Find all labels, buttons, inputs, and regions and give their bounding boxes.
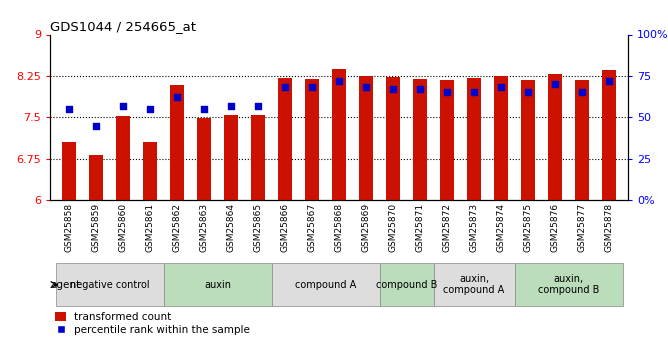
Text: auxin: auxin bbox=[204, 280, 231, 289]
Text: GSM25871: GSM25871 bbox=[415, 203, 424, 252]
Point bbox=[63, 106, 74, 112]
Bar bbox=[61, 142, 76, 200]
Bar bbox=[224, 115, 238, 200]
Point bbox=[91, 123, 102, 128]
Point bbox=[522, 90, 533, 95]
FancyBboxPatch shape bbox=[434, 263, 514, 306]
Text: GSM25859: GSM25859 bbox=[92, 203, 100, 252]
Bar bbox=[359, 76, 373, 200]
Bar bbox=[520, 80, 536, 200]
Point bbox=[550, 81, 560, 87]
Text: GSM25865: GSM25865 bbox=[254, 203, 263, 252]
Point bbox=[576, 90, 587, 95]
Bar bbox=[602, 70, 617, 200]
Point bbox=[415, 86, 426, 92]
Legend: transformed count, percentile rank within the sample: transformed count, percentile rank withi… bbox=[55, 312, 250, 335]
Bar bbox=[494, 76, 508, 200]
Text: GSM25877: GSM25877 bbox=[578, 203, 587, 252]
Point bbox=[469, 90, 480, 95]
Point bbox=[226, 103, 236, 108]
Point bbox=[253, 103, 263, 108]
Text: agent: agent bbox=[51, 280, 81, 289]
Text: GSM25860: GSM25860 bbox=[118, 203, 128, 252]
Point bbox=[361, 85, 371, 90]
Point bbox=[118, 103, 128, 108]
Text: GDS1044 / 254665_at: GDS1044 / 254665_at bbox=[50, 20, 196, 33]
FancyBboxPatch shape bbox=[379, 263, 434, 306]
Bar bbox=[116, 116, 130, 200]
Point bbox=[387, 86, 398, 92]
Text: GSM25863: GSM25863 bbox=[200, 203, 208, 252]
Bar bbox=[142, 142, 158, 200]
Text: GSM25858: GSM25858 bbox=[65, 203, 73, 252]
Bar bbox=[385, 77, 400, 200]
Text: GSM25869: GSM25869 bbox=[361, 203, 371, 252]
Point bbox=[307, 85, 317, 90]
Text: GSM25861: GSM25861 bbox=[146, 203, 154, 252]
Point bbox=[604, 78, 615, 83]
Text: GSM25870: GSM25870 bbox=[389, 203, 397, 252]
FancyBboxPatch shape bbox=[271, 263, 379, 306]
Text: GSM25868: GSM25868 bbox=[335, 203, 343, 252]
Bar bbox=[413, 79, 428, 200]
Text: GSM25867: GSM25867 bbox=[307, 203, 317, 252]
Point bbox=[172, 95, 182, 100]
Bar bbox=[278, 78, 293, 200]
Bar bbox=[548, 74, 562, 200]
Bar bbox=[89, 155, 104, 200]
Text: GSM25862: GSM25862 bbox=[172, 203, 182, 252]
Text: GSM25873: GSM25873 bbox=[470, 203, 478, 252]
Bar bbox=[250, 115, 265, 200]
Text: GSM25875: GSM25875 bbox=[524, 203, 532, 252]
Bar bbox=[305, 79, 319, 200]
Bar bbox=[331, 69, 347, 200]
FancyBboxPatch shape bbox=[55, 263, 164, 306]
Point bbox=[442, 90, 452, 95]
Text: GSM25872: GSM25872 bbox=[442, 203, 452, 252]
Text: GSM25874: GSM25874 bbox=[496, 203, 506, 252]
Bar bbox=[466, 78, 482, 200]
Text: GSM25866: GSM25866 bbox=[281, 203, 289, 252]
Text: negative control: negative control bbox=[69, 280, 150, 289]
Bar bbox=[170, 85, 184, 200]
Text: GSM25876: GSM25876 bbox=[550, 203, 560, 252]
Point bbox=[496, 85, 506, 90]
Bar bbox=[196, 118, 212, 200]
Point bbox=[334, 78, 345, 83]
FancyBboxPatch shape bbox=[164, 263, 271, 306]
Text: compound A: compound A bbox=[295, 280, 356, 289]
Bar bbox=[440, 80, 454, 200]
Point bbox=[145, 106, 156, 112]
Text: auxin,
compound A: auxin, compound A bbox=[444, 274, 504, 295]
Text: GSM25864: GSM25864 bbox=[226, 203, 236, 252]
Point bbox=[280, 85, 291, 90]
Text: auxin,
compound B: auxin, compound B bbox=[538, 274, 599, 295]
Bar bbox=[574, 80, 589, 200]
Text: compound B: compound B bbox=[376, 280, 437, 289]
Point bbox=[198, 106, 209, 112]
FancyBboxPatch shape bbox=[514, 263, 623, 306]
Text: GSM25878: GSM25878 bbox=[605, 203, 613, 252]
